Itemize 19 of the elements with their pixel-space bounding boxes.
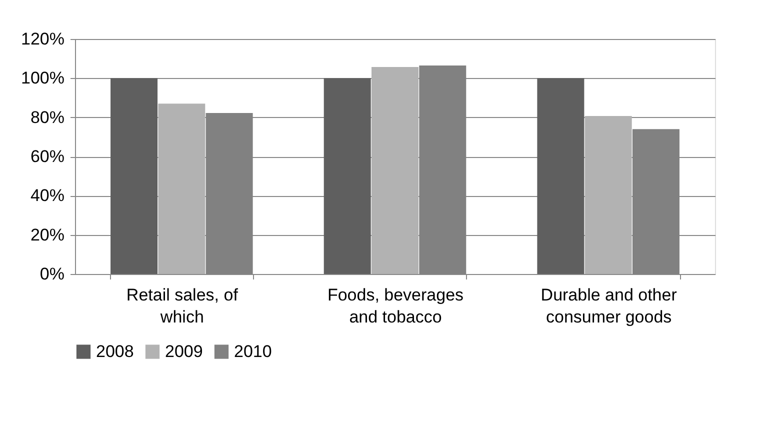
- bar: [537, 78, 584, 274]
- y-tick-label: 40%: [30, 186, 64, 206]
- y-tick-label: 60%: [30, 147, 64, 166]
- y-tick-label: 100%: [21, 68, 64, 88]
- x-tick-label: Foods, beverages and tobacco: [327, 286, 464, 326]
- y-tick-label: 0%: [40, 264, 64, 284]
- y-tick-label: 120%: [21, 30, 64, 48]
- legend-label: 2010: [234, 342, 272, 361]
- x-tick-label: Durable and other consumer goods: [540, 286, 678, 326]
- legend-label: 2008: [96, 342, 134, 361]
- bar: [372, 67, 418, 274]
- y-tick-label: 80%: [30, 108, 64, 127]
- bar: [584, 116, 632, 274]
- bar: [110, 78, 158, 274]
- legend-label: 2009: [165, 342, 203, 361]
- x-tick-label: Retail sales, of which: [126, 286, 238, 326]
- bar: [324, 78, 371, 274]
- bar: [158, 104, 206, 274]
- y-tick-label: 20%: [30, 225, 64, 244]
